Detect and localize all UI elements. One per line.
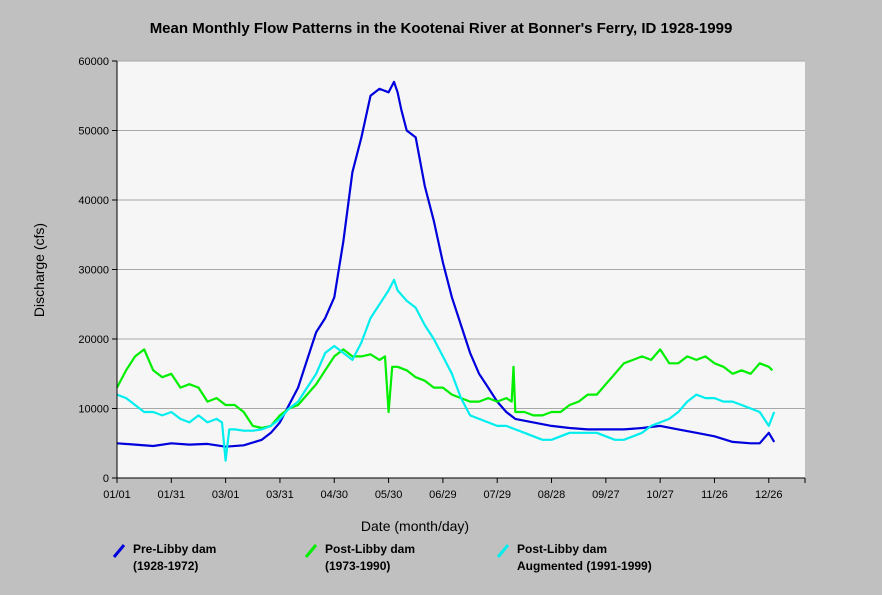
y-axis-label: Discharge (cfs): [31, 223, 47, 317]
gridlines: [117, 60, 805, 409]
series-lines: [116, 80, 776, 462]
x-tick-label: 05/30: [375, 489, 403, 501]
legend-label-3: Post-Libby dam: [517, 542, 607, 556]
legend-label-1: Pre-Libby dam: [133, 542, 216, 556]
x-tick-label: 10/27: [646, 489, 674, 501]
x-tick-label: 07/29: [483, 489, 511, 501]
x-axis-label: Date (month/day): [361, 518, 469, 534]
x-tick-label: 12/26: [755, 489, 783, 501]
y-tick-label: 40000: [78, 195, 109, 207]
x-axis-ticks: 01/01 01/31 03/01 03/31 04/30 05/30 06/29 07/29…: [103, 478, 806, 501]
legend-swatch-1: [112, 544, 126, 558]
chart-title: Mean Monthly Flow Patterns in the Kooten…: [150, 20, 733, 37]
legend-sublabel-3: Augmented (1991-1999): [517, 559, 652, 573]
legend-swatch-3: [496, 544, 510, 558]
x-tick-label: 04/30: [320, 489, 348, 501]
legend: Pre-Libby dam (1928-1972) Post-Libby dam (1…: [112, 542, 652, 573]
legend-label-2: Post-Libby dam: [325, 542, 415, 556]
x-tick-label: 09/27: [592, 489, 620, 501]
x-tick-label: 01/01: [103, 489, 131, 501]
y-tick-label: 60000: [78, 56, 109, 68]
x-tick-label: 08/28: [538, 489, 566, 501]
y-tick-label: 0: [103, 473, 109, 485]
x-tick-label: 11/26: [701, 489, 728, 501]
y-axis-ticks: 0 10000 20000 30000 40000 50000 60000: [78, 56, 117, 485]
x-tick-label: 01/31: [158, 489, 186, 501]
x-tick-label: 03/31: [266, 489, 294, 501]
series-line-3: [116, 278, 776, 462]
legend-swatch-2: [304, 544, 318, 558]
y-tick-label: 20000: [78, 334, 109, 346]
x-tick-label: 06/29: [429, 489, 457, 501]
series-line-2: [116, 348, 774, 430]
y-tick-label: 30000: [78, 265, 109, 277]
legend-sublabel-2: (1973-1990): [325, 559, 390, 573]
x-tick-label: 03/01: [212, 489, 240, 501]
y-tick-label: 10000: [78, 404, 109, 416]
series-line-1: [116, 80, 776, 448]
legend-sublabel-1: (1928-1972): [133, 559, 198, 573]
y-tick-label: 50000: [78, 126, 109, 138]
